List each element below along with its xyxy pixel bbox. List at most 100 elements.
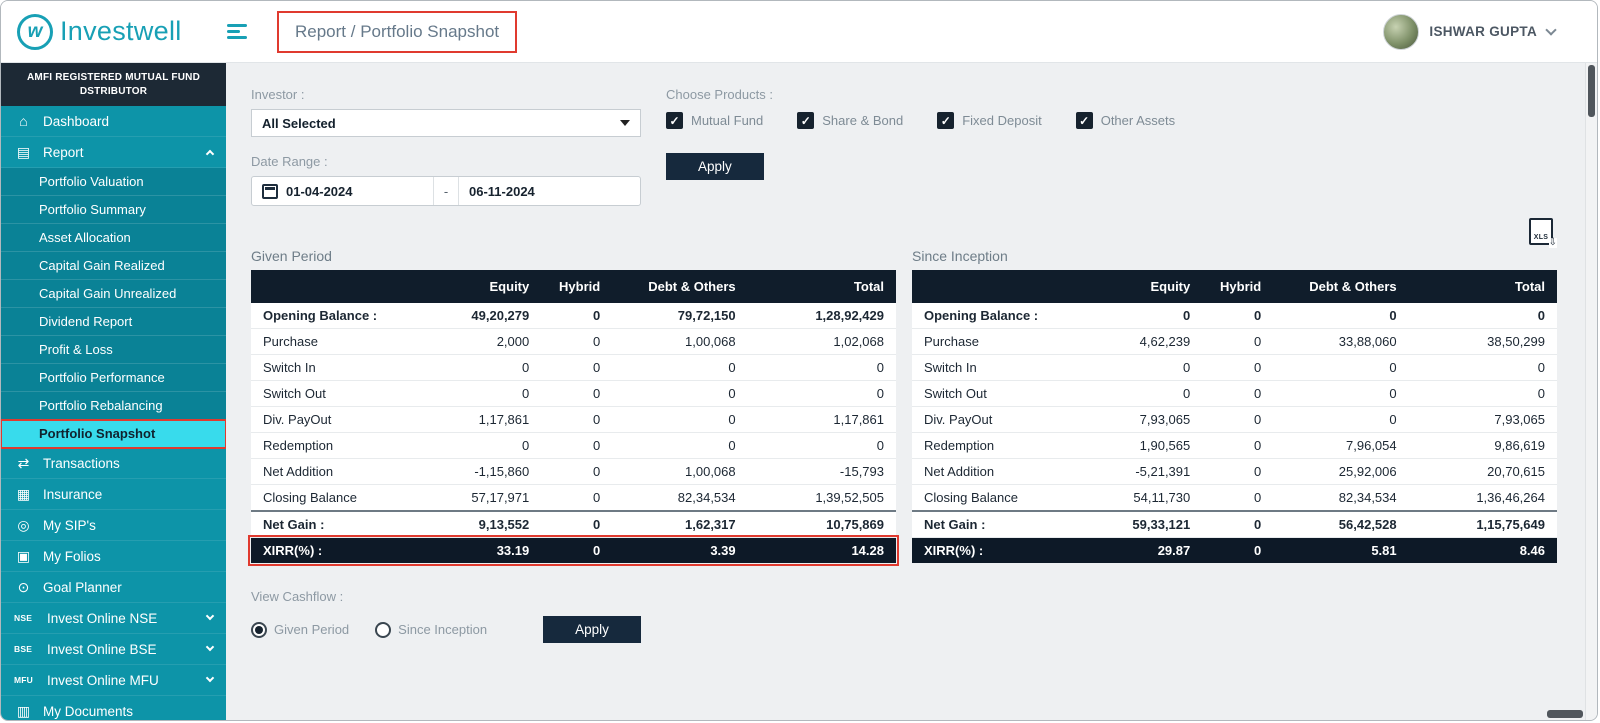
sidebar-item-goal-planner[interactable]: ⊙ Goal Planner	[1, 572, 226, 603]
sidebar-item-report[interactable]: ▤ Report	[1, 137, 226, 168]
transactions-icon: ⇄	[17, 454, 30, 471]
cell-value: 54,11,730	[1073, 484, 1203, 512]
sidebar-item-invest-online-bse[interactable]: BSE Invest Online BSE	[1, 634, 226, 665]
sidebar-nav: AMFI REGISTERED MUTUAL FUND DSTRIBUTOR ⌂…	[1, 63, 226, 720]
sidebar-item-my-folios[interactable]: ▣ My Folios	[1, 541, 226, 572]
cell-value: 0	[1202, 328, 1274, 355]
page-title-box: Report / Portfolio Snapshot	[277, 10, 518, 53]
cell-value: 0	[1202, 432, 1274, 459]
horizontal-scrollbar-thumb[interactable]	[1547, 710, 1583, 718]
cell-value: -1,15,860	[412, 458, 542, 485]
sidebar-item-invest-online-mfu[interactable]: MFU Invest Online MFU	[1, 665, 226, 696]
cell-value: 1,39,52,505	[747, 484, 896, 512]
sidebar-subitem-portfolio-valuation[interactable]: Portfolio Valuation	[1, 168, 226, 196]
cell-value: 29.87	[1073, 537, 1203, 563]
sidebar-subitem-portfolio-rebalancing[interactable]: Portfolio Rebalancing	[1, 392, 226, 420]
product-checkbox-fixed-deposit[interactable]: ✓ Fixed Deposit	[937, 112, 1042, 129]
investor-label: Investor :	[251, 87, 305, 102]
checkbox-icon[interactable]: ✓	[666, 112, 683, 129]
filters-apply-button[interactable]: Apply	[666, 153, 764, 180]
user-avatar[interactable]	[1383, 13, 1420, 50]
cell-value: 1,28,92,429	[747, 303, 896, 329]
goal-icon: ⊙	[17, 578, 30, 595]
date-to-input[interactable]: 06-11-2024	[469, 183, 535, 199]
sidebar-subitem-portfolio-performance[interactable]: Portfolio Performance	[1, 364, 226, 392]
radio-icon[interactable]	[375, 621, 392, 638]
table-row: XIRR(%) :33.19 0 3.39 14.28	[248, 534, 899, 566]
date-range-label: Date Range :	[251, 154, 328, 169]
cell-value: 0	[1408, 303, 1557, 329]
table-row: Net Addition -1,15,860 0 1,00,068 -15,793	[251, 458, 896, 485]
checkbox-icon[interactable]: ✓	[937, 112, 955, 129]
cashflow-option-given-period[interactable]: Given Period	[251, 621, 350, 638]
cell-value: 8.46	[1408, 537, 1557, 563]
sidebar-subitem-portfolio-snapshot[interactable]: Portfolio Snapshot	[1, 419, 226, 449]
cell-value: 0	[1073, 303, 1203, 329]
cell-value: 0	[412, 354, 542, 381]
checkbox-label: Share & Bond	[822, 113, 904, 128]
row-label: Switch In	[912, 354, 1074, 381]
cashflow-option-since-inception[interactable]: Since Inception	[375, 621, 487, 638]
cell-value: 7,93,065	[1073, 406, 1203, 433]
radio-icon[interactable]	[251, 621, 267, 638]
checkbox-icon[interactable]: ✓	[1075, 112, 1093, 129]
scrollbar-thumb[interactable]	[1588, 65, 1595, 117]
cell-value: 0	[412, 380, 542, 407]
cell-value: 0	[541, 458, 613, 485]
sidebar-subitem-profit-loss[interactable]: Profit & Loss	[1, 336, 226, 364]
investwell-logo-icon: w	[17, 13, 53, 50]
column-header: Total	[747, 270, 896, 303]
sidebar-item-insurance[interactable]: ▦ Insurance	[1, 479, 226, 510]
sidebar-subitem-asset-allocation[interactable]: Asset Allocation	[1, 224, 226, 252]
brand-name: Investwell	[60, 16, 182, 46]
sidebar-subitem-dividend-report[interactable]: Dividend Report	[1, 308, 226, 336]
table-row: Switch In 0 0 0 0	[912, 354, 1557, 381]
row-label: Redemption	[251, 432, 413, 459]
product-checkbox-mutual-fund[interactable]: ✓ Mutual Fund	[666, 112, 763, 129]
vertical-scrollbar[interactable]	[1585, 63, 1597, 720]
view-cashflow-label: View Cashflow :	[251, 589, 344, 604]
sidebar-item-dashboard[interactable]: ⌂ Dashboard	[1, 106, 226, 137]
row-label: Switch Out	[251, 380, 413, 407]
sidebar-item-my-documents[interactable]: ▥ My Documents	[1, 696, 226, 720]
cell-value: 0	[612, 354, 748, 381]
checkbox-icon[interactable]: ✓	[797, 112, 815, 129]
product-checkbox-share-bond[interactable]: ✓ Share & Bond	[797, 112, 903, 129]
table-row: Net Gain :59,33,121 0 56,42,528 1,15,75,649	[912, 510, 1557, 538]
page-title: Report / Portfolio Snapshot	[295, 21, 500, 41]
sidebar-item-invest-online-nse[interactable]: NSE Invest Online NSE	[1, 603, 226, 634]
row-label: Net Addition	[251, 458, 413, 485]
table-row: Net Addition -5,21,391 0 25,92,006 20,70,615	[912, 458, 1557, 485]
date-from-input[interactable]: 01-04-2024	[252, 183, 433, 199]
sip-icon: ◎	[17, 516, 30, 533]
sidebar-toggle-icon[interactable]	[227, 21, 253, 42]
chevron-up-icon	[205, 149, 215, 159]
bse-icon: BSE	[14, 644, 33, 654]
export-xls-icon[interactable]: XLS	[1529, 218, 1558, 248]
sidebar-subitem-portfolio-summary[interactable]: Portfolio Summary	[1, 196, 226, 224]
table-row: Closing Balance 54,11,730 0 82,34,534 1,36,4…	[912, 484, 1557, 512]
column-header: Hybrid	[1202, 270, 1274, 303]
cell-value: 0	[1073, 380, 1203, 407]
sidebar-item-my-sips[interactable]: ◎ My SIP's	[1, 510, 226, 541]
sidebar-subitem-capital-gain-realized[interactable]: Capital Gain Realized	[1, 252, 226, 280]
cell-value: 33.19	[412, 537, 542, 563]
column-header: Equity	[412, 270, 542, 303]
date-range-picker: 01-04-2024 - 06-11-2024	[251, 176, 641, 206]
chevron-down-icon	[205, 642, 215, 652]
user-menu[interactable]: ISHWAR GUPTA	[1383, 13, 1597, 50]
sidebar-subitem-capital-gain-unrealized[interactable]: Capital Gain Unrealized	[1, 280, 226, 308]
investor-select[interactable]: All Selected	[251, 109, 641, 137]
product-checkbox-other-assets[interactable]: ✓ Other Assets	[1075, 112, 1175, 129]
cell-value: 0	[1202, 484, 1274, 512]
cell-value: 14.28	[747, 537, 896, 563]
cashflow-apply-button[interactable]: Apply	[543, 616, 641, 643]
sidebar-item-transactions[interactable]: ⇄ Transactions	[1, 448, 226, 479]
table-row: Div. PayOut 7,93,065 0 0 7,93,065	[912, 406, 1557, 433]
brand-logo[interactable]: w Investwell	[1, 13, 219, 50]
chevron-down-icon[interactable]	[1545, 23, 1557, 36]
radio-label: Given Period	[274, 622, 350, 637]
cell-value: 20,70,615	[1408, 458, 1557, 485]
cell-value: 1,62,317	[612, 510, 748, 538]
column-header: Debt & Others	[1273, 270, 1409, 303]
